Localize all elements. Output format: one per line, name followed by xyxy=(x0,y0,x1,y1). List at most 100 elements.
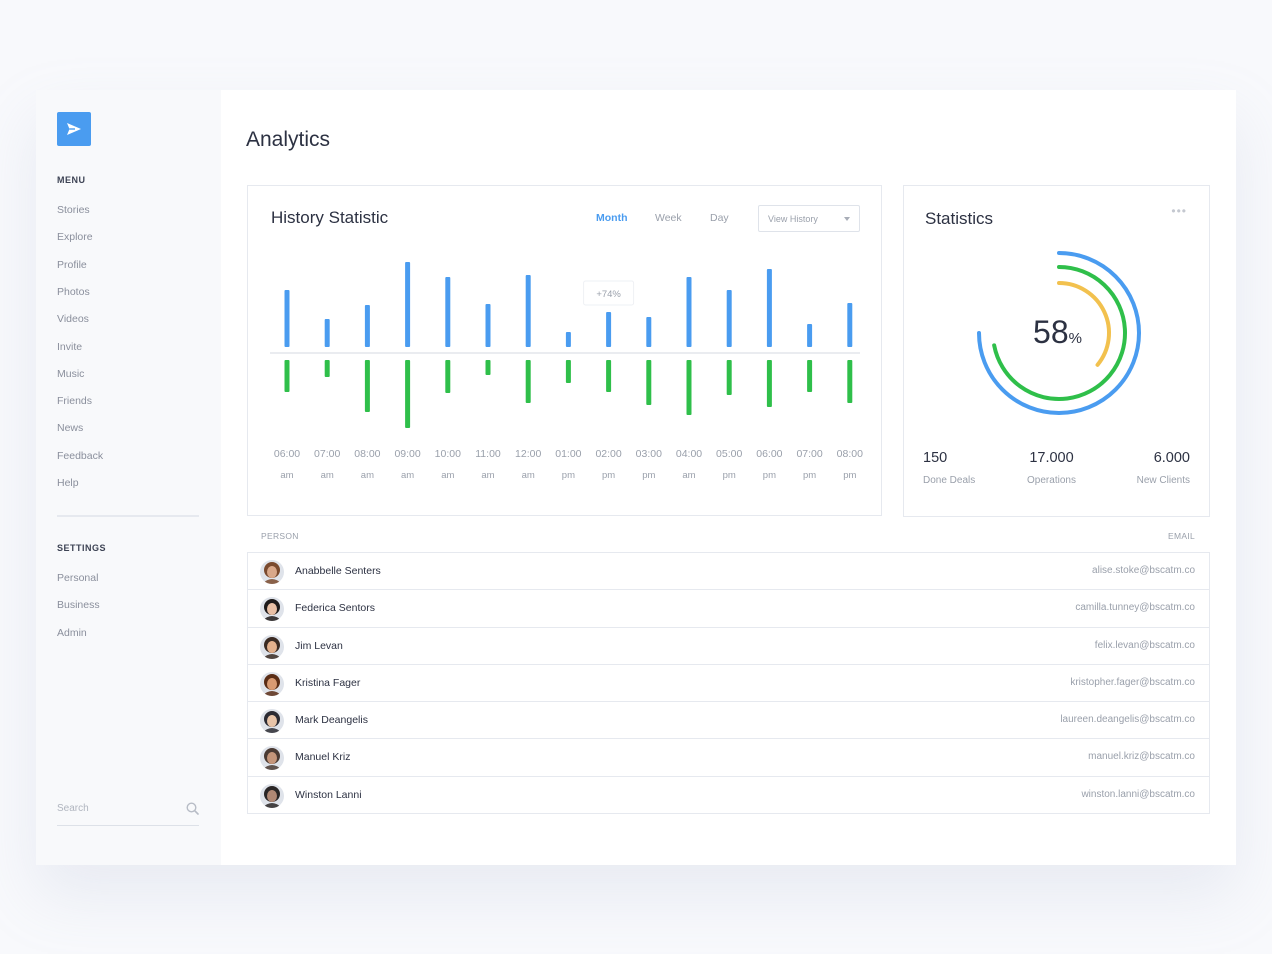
x-tick-period: am xyxy=(481,470,494,481)
x-tick-period: pm xyxy=(602,470,615,481)
progress-ring xyxy=(977,251,1141,415)
bar-down[interactable] xyxy=(646,360,652,405)
person-email: camilla.tunney@bscatm.co xyxy=(1075,602,1195,614)
paper-plane-icon[interactable] xyxy=(57,112,91,146)
x-tick-time: 04:00 xyxy=(676,448,702,460)
bar-up[interactable] xyxy=(364,305,370,347)
table-row[interactable]: Federica Sentors camilla.tunney@bscatm.co xyxy=(248,590,1209,628)
bar-up[interactable] xyxy=(686,277,692,347)
bar-up[interactable] xyxy=(485,304,491,347)
statistics-title: Statistics xyxy=(925,209,994,228)
person-name: Federica Sentors xyxy=(295,602,375,615)
x-tick-period: pm xyxy=(642,470,655,481)
x-tick-time: 07:00 xyxy=(796,448,822,460)
bar-down[interactable] xyxy=(606,360,612,392)
person-column-header: PERSON xyxy=(261,531,299,541)
bar-up[interactable] xyxy=(284,290,290,347)
sidebar-item-photos[interactable]: Photos xyxy=(57,285,90,298)
table-row[interactable]: Anabbelle Senters alise.stoke@bscatm.co xyxy=(248,553,1209,591)
statistics-card: Statistics ••• 58% 150 Done Deals 17.000… xyxy=(903,185,1210,517)
bar-down[interactable] xyxy=(686,360,692,415)
x-tick-period: am xyxy=(682,470,695,481)
sidebar-item-news[interactable]: News xyxy=(57,422,84,435)
search-icon[interactable] xyxy=(186,802,199,820)
bar-up[interactable] xyxy=(606,312,612,347)
bar-down[interactable] xyxy=(766,360,772,407)
bar-down[interactable] xyxy=(405,360,411,428)
table-row[interactable]: Jim Levan felix.levan@bscatm.co xyxy=(248,628,1209,665)
bar-up[interactable] xyxy=(525,275,531,347)
x-tick-time: 12:00 xyxy=(515,448,541,460)
person-email: winston.lanni@bscatm.co xyxy=(1081,788,1195,800)
bar-down[interactable] xyxy=(324,360,330,377)
x-tick-time: 09:00 xyxy=(394,448,420,460)
people-table: Anabbelle Senters alise.stoke@bscatm.co Fe… xyxy=(247,552,1210,815)
sidebar-item-personal[interactable]: Personal xyxy=(57,572,99,584)
bar-up[interactable] xyxy=(646,317,652,347)
tab-day[interactable]: Day xyxy=(710,212,729,224)
sidebar-item-business[interactable]: Business xyxy=(57,599,100,612)
sidebar-item-music[interactable]: Music xyxy=(57,367,85,380)
bar-down[interactable] xyxy=(485,360,491,375)
avatar xyxy=(260,783,284,808)
search-input[interactable] xyxy=(57,803,172,814)
sidebar-item-videos[interactable]: Videos xyxy=(57,313,89,326)
x-tick-period: am xyxy=(441,470,454,481)
history-title: History Statistic xyxy=(271,208,389,227)
view-history-dropdown[interactable]: View History xyxy=(758,205,860,232)
table-row[interactable]: Winston Lanni winston.lanni@bscatm.co xyxy=(248,777,1209,815)
x-tick-time: 08:00 xyxy=(837,448,863,460)
more-dots-icon[interactable]: ••• xyxy=(1171,204,1187,218)
sidebar-item-help[interactable]: Help xyxy=(57,477,79,489)
bar-down[interactable] xyxy=(847,360,853,403)
bar-up[interactable] xyxy=(766,269,772,347)
x-tick-period: pm xyxy=(803,470,816,481)
bar-up[interactable] xyxy=(445,277,451,347)
sidebar-item-admin[interactable]: Admin xyxy=(57,626,87,639)
x-tick-time: 10:00 xyxy=(435,448,461,460)
x-tick-time: 01:00 xyxy=(555,448,581,460)
bar-down[interactable] xyxy=(284,360,290,392)
sidebar-item-invite[interactable]: Invite xyxy=(57,340,83,353)
x-tick-period: pm xyxy=(562,470,575,481)
new-clients-label: New Clients xyxy=(1136,475,1190,486)
sidebar-item-stories[interactable]: Stories xyxy=(57,204,90,216)
x-tick-period: pm xyxy=(763,470,776,481)
done-deals-value: 150 xyxy=(923,450,948,466)
sidebar: MENU Stories Explore Profile Photos Videos In… xyxy=(36,90,221,865)
sidebar-item-explore[interactable]: Explore xyxy=(57,231,93,244)
bar-up[interactable] xyxy=(405,262,411,347)
dropdown-label: View History xyxy=(768,214,818,224)
bar-down[interactable] xyxy=(565,360,571,383)
bar-up[interactable] xyxy=(847,303,853,347)
x-tick-time: 07:00 xyxy=(314,448,340,460)
table-row[interactable]: Manuel Kriz manuel.kriz@bscatm.co xyxy=(248,739,1209,777)
bar-up[interactable] xyxy=(324,319,330,347)
x-tick-time: 08:00 xyxy=(354,448,380,460)
x-tick-period: am xyxy=(361,470,374,481)
sidebar-item-feedback[interactable]: Feedback xyxy=(57,449,104,462)
sidebar-item-profile[interactable]: Profile xyxy=(57,258,87,271)
bar-up[interactable] xyxy=(726,290,732,347)
table-row[interactable]: Kristina Fager kristopher.fager@bscatm.co xyxy=(248,665,1209,703)
tab-week[interactable]: Week xyxy=(655,212,682,224)
bar-down[interactable] xyxy=(525,360,531,403)
tab-month[interactable]: Month xyxy=(596,212,628,224)
bar-down[interactable] xyxy=(726,360,732,395)
person-email: laureen.deangelis@bscatm.co xyxy=(1060,714,1195,726)
person-name: Jim Levan xyxy=(295,639,343,652)
page-title: Analytics xyxy=(246,128,331,151)
bar-down[interactable] xyxy=(364,360,370,412)
sidebar-item-friends[interactable]: Friends xyxy=(57,395,93,408)
table-row[interactable]: Mark Deangelis laureen.deangelis@bscatm.c… xyxy=(248,702,1209,740)
bar-up[interactable] xyxy=(807,324,813,347)
person-email: felix.levan@bscatm.co xyxy=(1094,639,1195,651)
bar-up[interactable] xyxy=(565,332,571,347)
person-email: manuel.kriz@bscatm.co xyxy=(1088,751,1195,763)
bar-down[interactable] xyxy=(807,360,813,392)
x-tick-time: 02:00 xyxy=(595,448,621,460)
percent-value: 58 xyxy=(1033,314,1069,350)
avatar xyxy=(260,634,284,659)
bar-down[interactable] xyxy=(445,360,451,393)
x-tick-period: am xyxy=(522,470,535,481)
